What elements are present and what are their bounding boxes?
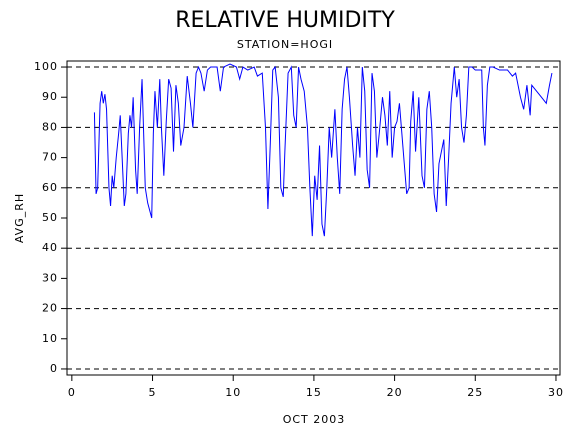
y-tick-label: 0 bbox=[50, 362, 58, 375]
x-tick-label: 20 bbox=[387, 386, 403, 399]
x-tick-label: 30 bbox=[548, 386, 564, 399]
x-tick-label: 25 bbox=[467, 386, 483, 399]
x-tick-label: 10 bbox=[225, 386, 241, 399]
y-tick-label: 50 bbox=[42, 211, 58, 224]
x-axis-label: OCT 2003 bbox=[283, 413, 346, 426]
chart-title: RELATIVE HUMIDITY bbox=[175, 8, 395, 33]
y-tick-label: 20 bbox=[42, 302, 58, 315]
x-tick-label: 0 bbox=[68, 386, 76, 399]
y-tick-label: 70 bbox=[42, 151, 58, 164]
y-tick-label: 100 bbox=[34, 60, 58, 73]
data-line bbox=[93, 63, 553, 237]
y-tick-label: 60 bbox=[42, 181, 58, 194]
y-tick-label: 40 bbox=[42, 241, 58, 254]
y-tick-label: 10 bbox=[42, 332, 58, 345]
y-tick-label: 80 bbox=[42, 120, 58, 133]
y-tick-label: 30 bbox=[42, 271, 58, 284]
y-tick-label: 90 bbox=[42, 90, 58, 103]
x-tick-label: 15 bbox=[306, 386, 322, 399]
x-tick-label: 5 bbox=[149, 386, 157, 399]
y-axis-label: AVG_RH bbox=[13, 193, 26, 243]
chart-subtitle: STATION=HOGI bbox=[237, 38, 333, 51]
